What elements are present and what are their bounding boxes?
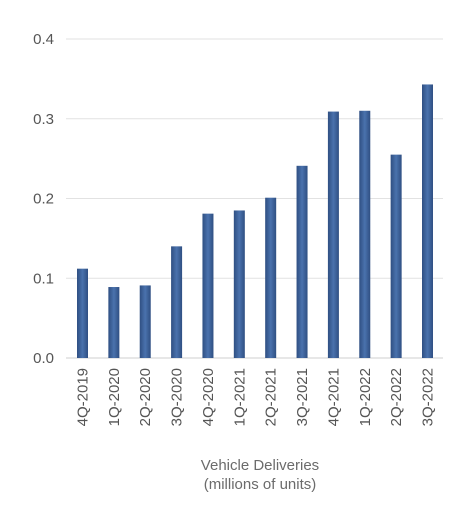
x-tick-label: 1Q-2021 bbox=[231, 368, 248, 426]
x-tick-label: 4Q-2019 bbox=[75, 368, 92, 426]
bar bbox=[171, 246, 183, 358]
x-tick-label: 4Q-2021 bbox=[325, 368, 342, 426]
x-tick-label: 2Q-2022 bbox=[388, 368, 405, 426]
x-tick-label: 3Q-2020 bbox=[169, 368, 186, 426]
y-tick-label: 0.0 bbox=[33, 350, 54, 367]
x-axis-title-line-1: Vehicle Deliveries bbox=[201, 457, 319, 474]
x-tick-label: 4Q-2020 bbox=[200, 368, 217, 426]
y-axis-ticks: 0.0 0.1 0.2 0.3 0.4 bbox=[33, 31, 54, 367]
gridlines bbox=[66, 38, 443, 359]
x-tick-label: 1Q-2022 bbox=[357, 368, 374, 426]
bar bbox=[202, 213, 214, 358]
x-axis-ticks: 4Q-2019 1Q-2020 2Q-2020 3Q-2020 4Q-2020 1Q-20… bbox=[75, 368, 437, 426]
bar bbox=[77, 268, 88, 358]
y-tick-label: 0.2 bbox=[33, 191, 54, 208]
bars bbox=[77, 84, 433, 359]
x-tick-label: 3Q-2022 bbox=[420, 368, 437, 426]
y-tick-label: 0.3 bbox=[33, 111, 54, 128]
y-tick-label: 0.4 bbox=[33, 31, 54, 48]
y-tick-label: 0.1 bbox=[33, 270, 54, 287]
x-axis-title-line-2: (millions of units) bbox=[204, 476, 317, 493]
bar bbox=[108, 287, 120, 358]
bar bbox=[265, 197, 277, 358]
bar bbox=[296, 165, 308, 358]
bar bbox=[233, 210, 245, 358]
bar bbox=[327, 111, 339, 358]
x-tick-label: 3Q-2021 bbox=[294, 368, 311, 426]
bar bbox=[139, 285, 151, 358]
bar bbox=[422, 84, 433, 359]
bar bbox=[390, 154, 402, 358]
x-tick-label: 1Q-2020 bbox=[106, 368, 123, 426]
x-tick-label: 2Q-2021 bbox=[263, 368, 280, 426]
x-tick-label: 2Q-2020 bbox=[137, 368, 154, 426]
bar bbox=[359, 110, 371, 359]
